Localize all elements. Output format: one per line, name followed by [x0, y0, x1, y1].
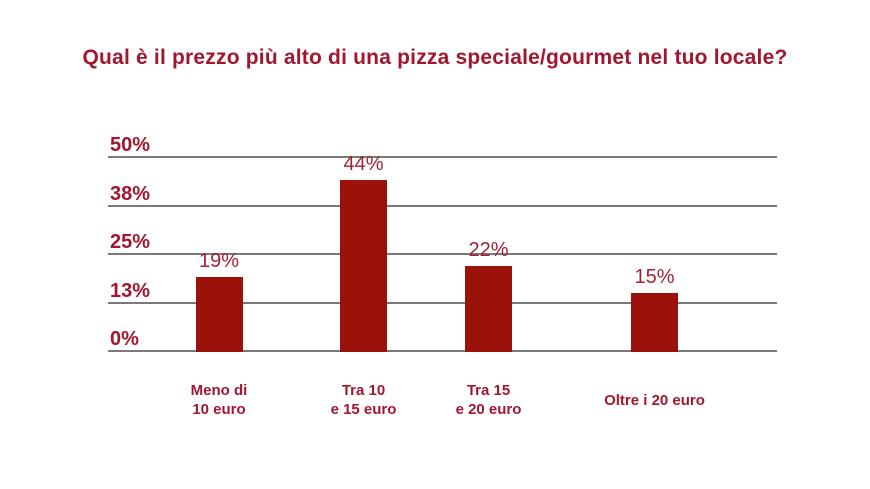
- category-label-line: 10 euro: [192, 401, 246, 418]
- category-label-line: Oltre i 20 euro: [604, 391, 705, 409]
- x-axis-category-label: Meno di 10 euro: [144, 381, 294, 419]
- category-label-line: e 15 euro: [330, 401, 397, 418]
- gridline: [108, 156, 777, 158]
- bar: [465, 266, 512, 352]
- bar: [340, 180, 387, 352]
- gridline: [108, 253, 777, 255]
- bar-value-label: 22%: [468, 239, 509, 261]
- gridline: [108, 350, 777, 352]
- bar: [631, 293, 678, 352]
- category-label-line: Tra 15: [466, 382, 511, 399]
- gridline: [108, 301, 777, 304]
- y-axis-tick-label: 50%: [110, 134, 151, 156]
- bar-value-label: 44%: [343, 153, 384, 175]
- y-axis-tick-label: 0%: [110, 328, 139, 350]
- y-axis-tick-label: 38%: [110, 182, 151, 205]
- bar-value-label: 15%: [634, 266, 675, 288]
- bar-value-label: 19%: [198, 250, 240, 272]
- x-axis-category-label: Tra 10 e 15 euro: [289, 381, 439, 419]
- chart-title: Qual è il prezzo più alto di una pizza s…: [82, 46, 788, 69]
- x-axis-category-label: Oltre i 20 euro: [580, 381, 730, 419]
- y-axis-tick-label: 25%: [110, 231, 151, 253]
- category-label-line: e 20 euro: [455, 401, 522, 418]
- category-label-line: Meno di: [190, 382, 248, 399]
- gridline: [108, 204, 777, 207]
- x-axis-category-label: Tra 15 e 20 euro: [414, 381, 564, 419]
- bar: [195, 277, 243, 352]
- y-axis-tick-label: 13%: [110, 279, 151, 302]
- category-label-line: Tra 10: [341, 382, 386, 399]
